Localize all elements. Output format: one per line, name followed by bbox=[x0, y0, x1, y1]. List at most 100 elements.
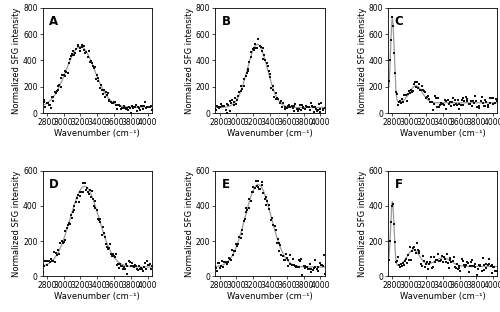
Point bbox=[472, 264, 480, 269]
Point bbox=[84, 189, 92, 194]
Point bbox=[86, 195, 94, 200]
Point bbox=[226, 255, 234, 260]
Point bbox=[288, 262, 296, 267]
Point bbox=[302, 103, 310, 108]
Point bbox=[410, 80, 418, 85]
Point bbox=[276, 99, 284, 104]
Point bbox=[86, 59, 94, 64]
Point bbox=[304, 105, 312, 110]
Point bbox=[424, 93, 432, 98]
Point bbox=[394, 254, 402, 259]
Point bbox=[110, 253, 118, 258]
Point bbox=[103, 92, 111, 97]
Point bbox=[54, 88, 62, 93]
Point bbox=[123, 105, 131, 110]
Point bbox=[248, 50, 256, 55]
Point bbox=[392, 71, 400, 76]
Point bbox=[114, 102, 122, 107]
Point bbox=[308, 268, 316, 273]
Point bbox=[242, 205, 250, 210]
Point bbox=[96, 217, 104, 222]
Point bbox=[434, 96, 442, 101]
Point bbox=[289, 256, 297, 261]
Point bbox=[246, 199, 254, 204]
Point bbox=[120, 265, 128, 270]
Point bbox=[305, 267, 313, 272]
Point bbox=[437, 258, 445, 263]
Point bbox=[250, 186, 258, 191]
Point bbox=[460, 103, 468, 108]
Point bbox=[56, 240, 64, 245]
Point bbox=[135, 263, 143, 268]
Point bbox=[62, 226, 70, 231]
Point bbox=[58, 238, 66, 243]
Point bbox=[108, 254, 116, 259]
Point bbox=[478, 256, 486, 261]
Point bbox=[482, 100, 490, 105]
Point bbox=[421, 89, 429, 94]
Point bbox=[219, 265, 227, 270]
Point bbox=[484, 257, 492, 262]
Point bbox=[244, 207, 252, 212]
Point bbox=[254, 179, 262, 184]
Point bbox=[494, 257, 500, 262]
Point bbox=[458, 97, 466, 102]
Point bbox=[84, 191, 92, 196]
Point bbox=[262, 202, 270, 207]
Point bbox=[274, 237, 281, 242]
Point bbox=[76, 46, 84, 51]
Point bbox=[50, 94, 58, 99]
Point bbox=[276, 248, 283, 253]
Point bbox=[126, 260, 134, 265]
Point bbox=[140, 265, 148, 270]
Point bbox=[405, 258, 413, 263]
Point bbox=[135, 106, 143, 111]
Point bbox=[460, 263, 468, 268]
Point bbox=[40, 270, 48, 275]
Point bbox=[106, 97, 114, 102]
Point bbox=[392, 89, 400, 94]
Point bbox=[92, 208, 100, 213]
Point bbox=[246, 55, 254, 60]
Point bbox=[52, 90, 60, 95]
Point bbox=[62, 229, 70, 234]
Point bbox=[48, 258, 56, 263]
Point bbox=[282, 104, 290, 109]
Point bbox=[296, 265, 304, 270]
Point bbox=[62, 68, 70, 73]
Point bbox=[468, 98, 476, 103]
Point bbox=[122, 107, 130, 112]
Point bbox=[462, 95, 469, 100]
Point bbox=[224, 101, 232, 106]
Point bbox=[46, 260, 54, 265]
Point bbox=[432, 257, 440, 262]
Point bbox=[222, 108, 230, 113]
Point bbox=[458, 96, 466, 101]
Point bbox=[130, 265, 138, 270]
Point bbox=[399, 99, 407, 104]
Point bbox=[462, 263, 470, 268]
Point bbox=[66, 213, 74, 218]
Point bbox=[438, 101, 446, 106]
Text: F: F bbox=[394, 178, 402, 191]
Point bbox=[460, 99, 468, 104]
Point bbox=[127, 110, 135, 115]
Point bbox=[214, 260, 222, 265]
Point bbox=[111, 99, 119, 104]
Point bbox=[298, 272, 306, 277]
Point bbox=[248, 189, 256, 194]
Point bbox=[114, 265, 122, 270]
Point bbox=[456, 106, 464, 111]
Point bbox=[114, 102, 122, 107]
Point bbox=[468, 104, 475, 109]
Point bbox=[304, 266, 312, 271]
Point bbox=[432, 95, 440, 100]
Point bbox=[395, 262, 403, 267]
Point bbox=[46, 105, 54, 110]
Point bbox=[450, 254, 458, 259]
Point bbox=[283, 105, 291, 110]
Point bbox=[310, 258, 318, 263]
Point bbox=[132, 263, 140, 268]
Point bbox=[244, 205, 252, 210]
Point bbox=[440, 102, 448, 107]
